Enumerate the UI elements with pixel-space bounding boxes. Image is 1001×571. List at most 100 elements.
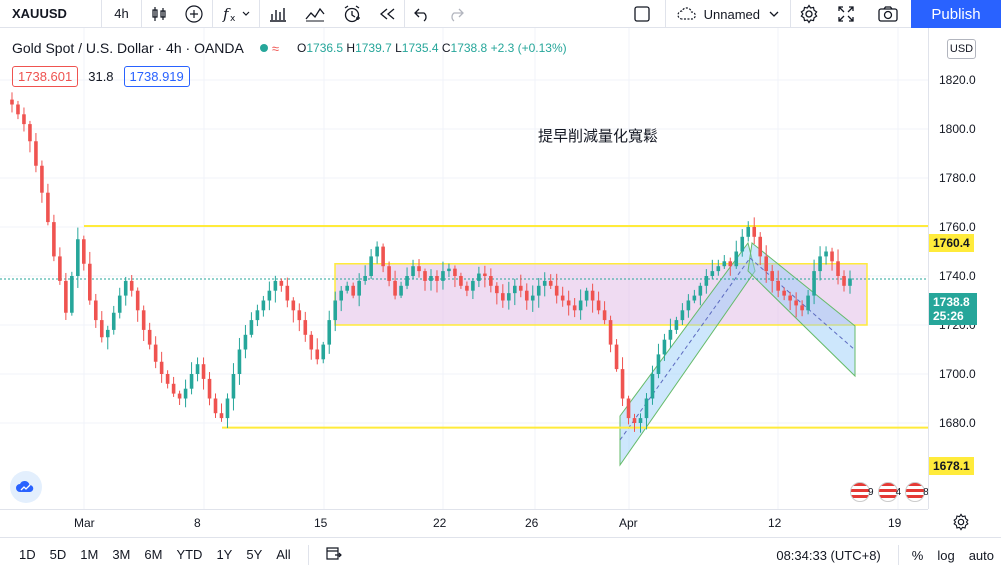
candle-body xyxy=(88,263,92,301)
publish-button[interactable]: Publish xyxy=(911,0,1001,28)
candle-body xyxy=(626,398,631,419)
candle-body xyxy=(46,192,50,223)
candle-body xyxy=(632,418,637,423)
chart-style-button[interactable] xyxy=(142,0,176,28)
range-button[interactable]: 1M xyxy=(80,547,99,562)
candle-body xyxy=(165,374,170,384)
candle-body xyxy=(303,320,308,335)
candle-body xyxy=(536,285,541,296)
snapshot-button[interactable] xyxy=(865,0,911,28)
candle-body xyxy=(153,344,158,362)
undo-button[interactable] xyxy=(405,0,439,28)
candle-body xyxy=(447,268,451,272)
time-axis[interactable]: Mar 8 15 22 26 Apr 12 19 xyxy=(0,509,928,536)
calendar-goto-icon xyxy=(326,547,342,560)
price-tick-label: 1760.0 xyxy=(939,220,976,234)
buy-price-button[interactable]: 1738.919 xyxy=(123,66,190,87)
time-tick-label: 8 xyxy=(194,516,201,530)
range-button[interactable]: 3M xyxy=(112,547,131,562)
candle-body xyxy=(249,320,254,335)
support-label: 1678.1 xyxy=(929,457,974,475)
log-toggle[interactable]: log xyxy=(937,547,955,563)
candle-body xyxy=(261,300,266,311)
axis-settings-button[interactable] xyxy=(952,513,970,534)
alert-button[interactable] xyxy=(334,0,370,28)
bar-countdown: 25:26 xyxy=(933,309,964,323)
goto-date-button[interactable] xyxy=(319,545,349,564)
current-price-label: 1738.8 25:26 xyxy=(929,293,977,325)
candle-body xyxy=(764,256,768,272)
candle-body xyxy=(602,310,607,321)
candle-body xyxy=(584,290,589,301)
candle-body xyxy=(345,285,349,291)
range-button[interactable]: 1D xyxy=(19,547,36,562)
percent-toggle[interactable]: % xyxy=(911,547,924,563)
series-title[interactable]: Gold Spot / U.S. Dollar · 4h · OANDA xyxy=(12,40,244,56)
range-button[interactable]: 5D xyxy=(49,547,67,562)
chevron-down-icon xyxy=(769,11,779,17)
sell-price-button[interactable]: 1738.601 xyxy=(12,66,79,87)
candle-body xyxy=(776,280,780,291)
replay-button[interactable] xyxy=(370,0,404,28)
candle-body xyxy=(441,271,445,281)
event-badge[interactable]: 8 xyxy=(905,482,929,502)
candle-body xyxy=(572,305,577,311)
compare-button[interactable] xyxy=(176,0,212,28)
candle-body xyxy=(339,290,344,301)
candle-body xyxy=(411,266,415,276)
settings-button[interactable] xyxy=(791,0,827,28)
range-button[interactable]: 5Y xyxy=(246,547,263,562)
auto-toggle[interactable]: auto xyxy=(968,547,994,563)
candle-body xyxy=(141,310,146,330)
candle-body xyxy=(674,320,679,330)
us-flag-icon xyxy=(877,482,898,502)
candle-body xyxy=(459,276,463,286)
candle-body xyxy=(524,290,529,301)
templates-button[interactable] xyxy=(260,0,296,28)
bottom-toolbar: 1D 5D 1M 3M 6M YTD 1Y 5Y All 08:34:33 (UTC+8) % … xyxy=(0,537,1001,571)
data-status-icon: ≈ xyxy=(271,40,279,56)
candle-body xyxy=(453,268,457,276)
candle-body xyxy=(117,295,122,313)
candle-body xyxy=(530,295,535,301)
range-button[interactable]: 1Y xyxy=(216,547,233,562)
redo-button[interactable] xyxy=(439,0,473,28)
candle-body xyxy=(70,276,74,313)
fullscreen-button[interactable] xyxy=(827,0,865,28)
candle-body xyxy=(608,320,613,345)
candle-body xyxy=(159,361,164,374)
event-badge[interactable]: 4 xyxy=(877,482,901,502)
currency-badge[interactable]: USD xyxy=(947,39,976,59)
strategy-button[interactable] xyxy=(296,0,334,28)
open-value: 1736.5 xyxy=(306,41,344,55)
candle-body xyxy=(429,276,433,281)
range-button[interactable]: All xyxy=(276,547,291,562)
fullscreen-layout-button[interactable] xyxy=(619,0,665,28)
candle-body xyxy=(399,285,403,296)
event-badge[interactable]: 9 xyxy=(850,482,874,502)
candle-body xyxy=(728,261,733,267)
candle-body xyxy=(518,285,523,291)
candle-body xyxy=(770,271,774,281)
us-flag-icon xyxy=(905,482,926,502)
interval-button[interactable]: 4h xyxy=(102,0,142,28)
range-button[interactable]: YTD xyxy=(176,547,203,562)
time-tick-label: 22 xyxy=(433,516,447,530)
chart-text-annotation[interactable]: 提早削減量化寬鬆 xyxy=(538,127,659,145)
price-axis[interactable]: 1820.0 1800.0 1780.0 1760.0 1740.0 1720.0 1700… xyxy=(928,28,1001,509)
candle-body xyxy=(40,165,44,193)
tradingview-logo[interactable] xyxy=(10,471,42,503)
price-chart xyxy=(0,28,928,509)
layout-name-button[interactable]: Unnamed xyxy=(666,0,790,28)
chart-pane[interactable] xyxy=(0,28,928,509)
symbol-search-button[interactable]: XAUUSD xyxy=(0,0,102,28)
clock-timezone[interactable]: 08:34:33 (UTC+8) xyxy=(776,547,881,563)
candle-body xyxy=(716,266,721,272)
candle-body xyxy=(800,305,804,311)
chart-legend: Gold Spot / U.S. Dollar · 4h · OANDA ≈ O… xyxy=(12,40,567,56)
plus-circle-icon xyxy=(185,4,203,23)
range-button[interactable]: 6M xyxy=(144,547,163,562)
candle-body xyxy=(363,276,367,281)
candle-body xyxy=(668,329,673,340)
